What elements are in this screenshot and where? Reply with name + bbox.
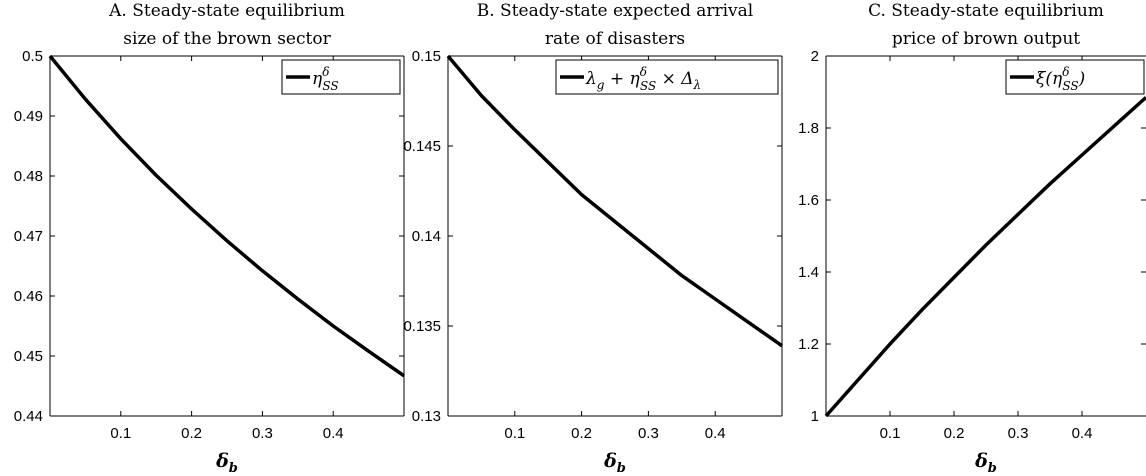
panel-b-y-tick-label: 0.14 — [412, 228, 441, 245]
panel-a-y-tick-label: 0.45 — [14, 348, 43, 365]
panel-c-chart: C. Steady-state equilibrium price of brow… — [798, 1, 1146, 476]
panel-c-y-tick-label: 1.4 — [798, 264, 819, 281]
panel-b-title-line2: rate of disasters — [545, 29, 685, 49]
panel-c-y-tick-label: 1.6 — [798, 192, 819, 209]
panel-c-legend-label: ξ(ηδ SS) — [1036, 65, 1085, 93]
panel-b-title-line1: B. Steady-state expected arrival — [477, 1, 753, 21]
panel-a-y-tick-label: 0.5 — [22, 48, 43, 65]
panel-c-x-tick-label: 0.3 — [1008, 425, 1029, 442]
panel-c-y-tick-label: 1.8 — [798, 120, 819, 137]
panel-b-x-axis-label: δb — [603, 450, 626, 476]
panel-b-x-tick-label: 0.1 — [504, 425, 525, 442]
panel-c-title-line2: price of brown output — [892, 29, 1080, 49]
panel-a-chart: A. Steady-state equilibrium size of the b… — [14, 1, 405, 476]
panel-a-y-tick-label: 0.48 — [14, 168, 43, 185]
panel-b-x-tick-label: 0.2 — [571, 425, 592, 442]
panel-a-title-line1: A. Steady-state equilibrium — [108, 1, 345, 21]
panel-a-x-axis-label: δb — [215, 450, 238, 476]
panel-b-x-tick-label: 0.3 — [638, 425, 659, 442]
panel-a-legend-label: ηδ SS — [312, 65, 339, 93]
panel-b-y-tick-label: 0.135 — [403, 318, 441, 335]
panel-c-series-line — [824, 96, 1146, 418]
panel-a-y-tick-label: 0.44 — [14, 408, 43, 425]
panel-b-y-tick-label: 0.13 — [412, 408, 441, 425]
panel-b-legend-box — [555, 59, 779, 95]
panel-c-x-tick-label: 0.1 — [880, 425, 901, 442]
panel-c-x-tick-label: 0.4 — [1072, 425, 1093, 442]
panel-b-legend-label: λg + ηδ SS × Δλ — [585, 65, 701, 93]
panel-a-x-tick-label: 0.3 — [252, 425, 273, 442]
panel-a-x-tick-label: 0.1 — [110, 425, 131, 442]
panel-c-x-tick-label: 0.2 — [944, 425, 965, 442]
panel-a-y-tick-label: 0.46 — [14, 288, 43, 305]
panel-a-series-line — [48, 54, 405, 378]
panel-b-y-tick-label: 0.15 — [412, 48, 441, 65]
panel-c-y-tick-label: 1 — [811, 408, 819, 425]
panel-c-x-axis-label: δb — [974, 450, 997, 476]
panel-b-y-tick-label: 0.145 — [403, 138, 441, 155]
panel-c-y-tick-label: 2 — [811, 48, 819, 65]
panel-a-x-tick-label: 0.4 — [323, 425, 344, 442]
panel-c-y-tick-label: 1.2 — [798, 336, 819, 353]
panel-a-x-tick-label: 0.2 — [181, 425, 202, 442]
panel-a-y-tick-label: 0.47 — [14, 228, 43, 245]
panel-b-series-line — [446, 54, 784, 348]
panel-b-chart: B. Steady-state expected arrival rate of … — [403, 1, 784, 476]
panel-b-x-tick-label: 0.4 — [705, 425, 726, 442]
panel-a-y-tick-label: 0.49 — [14, 108, 43, 125]
panel-a-title-line2: size of the brown sector — [123, 29, 331, 49]
panel-c-title-line1: C. Steady-state equilibrium — [868, 1, 1104, 21]
